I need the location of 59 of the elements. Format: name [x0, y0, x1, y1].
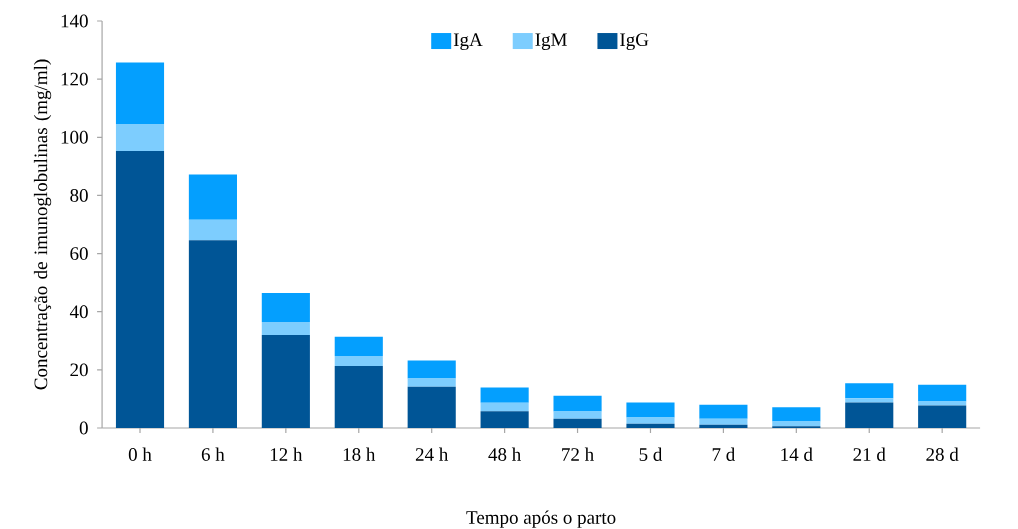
- bar: [626, 423, 675, 428]
- bar: [626, 402, 675, 418]
- bar: [407, 378, 456, 387]
- bar: [188, 240, 237, 428]
- x-tick-label: 0 h: [128, 447, 152, 461]
- y-tick-label: 0: [79, 421, 88, 435]
- bar: [553, 395, 602, 412]
- bar: [772, 407, 821, 422]
- legend-label: IgM: [535, 33, 567, 50]
- bar: [845, 402, 894, 428]
- x-tick-label: 12 h: [270, 447, 303, 461]
- x-tick-label: 21 d: [853, 447, 886, 461]
- x-tick-label: 6 h: [201, 447, 225, 461]
- bar: [115, 123, 165, 151]
- bar: [918, 405, 967, 428]
- bar: [480, 387, 529, 403]
- x-tick-label: 28 d: [926, 447, 959, 461]
- x-tick-label: 48 h: [488, 447, 521, 461]
- bar: [407, 360, 456, 379]
- bar: [115, 150, 165, 428]
- bar: [553, 418, 602, 428]
- bar: [407, 386, 456, 428]
- bar: [261, 321, 310, 335]
- bar: [553, 411, 602, 419]
- bar: [115, 62, 165, 124]
- y-tick-label: 100: [61, 130, 88, 144]
- bar: [188, 174, 237, 220]
- bar: [261, 334, 310, 428]
- x-axis-title: Tempo após o parto: [466, 510, 616, 528]
- y-tick-label: 140: [61, 14, 88, 28]
- bar: [188, 219, 237, 241]
- bar: [480, 402, 529, 412]
- bar: [480, 411, 529, 428]
- y-tick-label: 80: [70, 189, 88, 202]
- bar: [918, 401, 967, 406]
- bar: [699, 404, 748, 419]
- x-tick-label: 14 d: [781, 447, 813, 461]
- bar: [334, 355, 383, 367]
- x-tick-label: 7 d: [712, 447, 736, 461]
- bar: [626, 417, 675, 424]
- x-tick-label: 5 d: [639, 447, 663, 461]
- y-tick-label: 60: [70, 247, 88, 260]
- bar: [334, 366, 383, 428]
- x-tick-label: 72 h: [562, 447, 594, 461]
- y-axis-title: Concentração de imunoglobulinas (mg/ml): [33, 59, 52, 390]
- bar: [261, 293, 310, 322]
- x-tick-label: 24 h: [415, 447, 449, 461]
- bar: [699, 424, 748, 428]
- legend-label: IgA: [453, 33, 483, 50]
- bar: [334, 336, 383, 356]
- bar: [845, 383, 894, 399]
- bar: [918, 384, 967, 402]
- bar: [699, 418, 748, 425]
- bar: [845, 398, 894, 403]
- y-tick-label: 40: [69, 305, 88, 319]
- y-tick-label: 120: [61, 72, 88, 86]
- y-tick-label: 20: [70, 363, 88, 377]
- x-tick-label: 18 h: [343, 447, 376, 461]
- legend-label: IgG: [620, 33, 649, 50]
